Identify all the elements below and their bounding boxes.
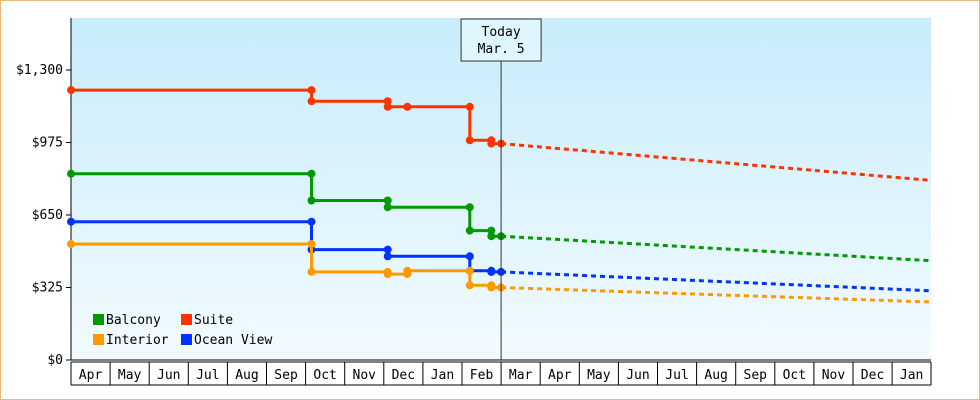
series-layer xyxy=(67,86,932,304)
y-tick-label: $325 xyxy=(32,281,63,296)
data-point-ocean-view xyxy=(307,217,316,226)
y-axis: $0 $325 $650 $975 $1,300 xyxy=(16,18,72,368)
data-point-balcony xyxy=(383,203,392,212)
data-point-balcony xyxy=(465,226,474,235)
x-tick-label: Dec xyxy=(861,368,884,383)
legend-label-ocean-view: Ocean View xyxy=(194,333,272,348)
data-point-balcony xyxy=(487,232,496,241)
data-point-ocean-view xyxy=(487,267,496,276)
data-point-ocean-view xyxy=(465,252,474,261)
data-point-suite xyxy=(465,102,474,111)
x-tick-label: Nov xyxy=(822,368,846,383)
data-point-suite xyxy=(403,102,412,111)
data-point-suite xyxy=(67,86,75,95)
x-tick-label: Oct xyxy=(783,368,806,383)
today-date: Mar. 5 xyxy=(478,42,525,57)
data-point-suite xyxy=(307,86,316,95)
x-tick-label: Jun xyxy=(157,368,180,383)
legend-swatch-interior xyxy=(93,334,104,345)
legend-swatch-balcony xyxy=(93,314,104,325)
x-tick-label: Apr xyxy=(79,368,103,383)
data-point-interior xyxy=(383,270,392,279)
data-point-balcony xyxy=(465,203,474,212)
x-tick-label: Nov xyxy=(353,368,377,383)
data-point-suite xyxy=(487,139,496,148)
legend-label-suite: Suite xyxy=(194,313,233,328)
data-point-balcony xyxy=(383,196,392,205)
data-point-interior xyxy=(403,266,412,275)
x-tick-label: Oct xyxy=(313,368,336,383)
x-tick-label: Feb xyxy=(470,368,494,383)
data-point-interior xyxy=(67,240,75,248)
x-tick-label: Jan xyxy=(431,368,454,383)
data-point-interior xyxy=(307,240,316,248)
x-tick-label: Jan xyxy=(900,368,923,383)
data-point-ocean-view xyxy=(383,252,392,261)
legend: Balcony Suite Interior Ocean View xyxy=(93,313,272,348)
x-axis: Apr May Jun Jul Aug Sep Oct Nov Dec Jan Feb Mar Apr M… xyxy=(70,359,932,386)
data-point-interior xyxy=(307,267,316,276)
y-tick-label: $1,300 xyxy=(16,63,63,78)
data-point-interior xyxy=(465,266,474,275)
x-tick-label: Mar xyxy=(509,368,533,383)
y-tick-label: $975 xyxy=(32,136,63,151)
x-tick-label: Aug xyxy=(704,368,727,383)
x-tick-label: May xyxy=(587,368,611,383)
y-tick-label: $650 xyxy=(32,208,63,223)
x-tick-label: Apr xyxy=(548,368,572,383)
x-tick-label: Aug xyxy=(235,368,258,383)
x-tick-label: Jun xyxy=(626,368,649,383)
today-box xyxy=(460,18,542,62)
series-interior xyxy=(67,240,932,304)
x-tick-label: Jul xyxy=(196,368,219,383)
data-point-suite xyxy=(383,97,392,106)
data-point-ocean-view xyxy=(67,217,75,226)
legend-swatch-ocean-view xyxy=(181,334,192,345)
legend-label-interior: Interior xyxy=(106,333,169,348)
legend-label-balcony: Balcony xyxy=(106,313,161,328)
legend-swatch-suite xyxy=(181,314,192,325)
x-tick-label: Dec xyxy=(392,368,415,383)
data-point-balcony xyxy=(67,169,75,178)
data-point-suite xyxy=(465,136,474,145)
data-point-balcony xyxy=(307,196,316,205)
data-point-balcony xyxy=(487,226,496,235)
y-tick-label: $0 xyxy=(47,353,63,368)
data-point-ocean-view xyxy=(383,245,392,254)
x-tick-label: May xyxy=(118,368,142,383)
today-marker: Today Mar. 5 xyxy=(460,18,542,360)
data-point-interior xyxy=(465,281,474,290)
x-tick-label: Jul xyxy=(665,368,688,383)
x-tick-label: Sep xyxy=(744,368,768,383)
data-point-suite xyxy=(307,97,316,106)
series-balcony xyxy=(67,169,932,263)
data-point-interior xyxy=(487,283,496,292)
series-suite xyxy=(67,86,932,182)
today-label: Today xyxy=(482,25,521,40)
data-point-suite xyxy=(383,102,392,111)
x-tick-label: Sep xyxy=(274,368,298,383)
data-point-balcony xyxy=(307,169,316,178)
